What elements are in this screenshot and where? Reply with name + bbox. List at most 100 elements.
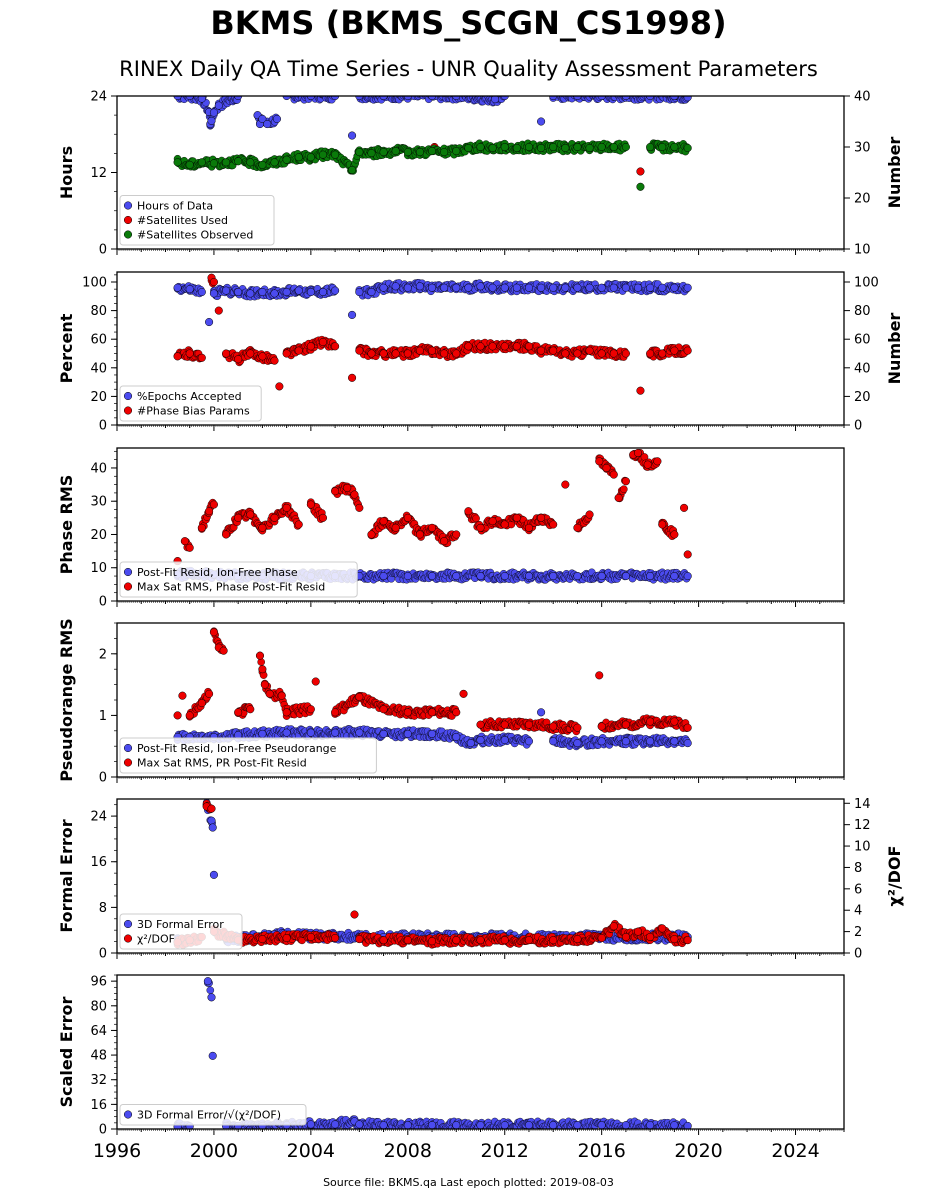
data-point — [646, 142, 655, 152]
data-point — [561, 143, 570, 153]
data-point — [294, 286, 303, 295]
data-point — [573, 283, 582, 292]
data-point — [205, 317, 214, 327]
chart-subtitle: RINEX Daily QA Time Series - UNR Quality… — [119, 57, 818, 81]
data-point — [246, 158, 255, 167]
data-point — [472, 514, 480, 523]
data-point — [662, 96, 667, 97]
data-point — [621, 572, 630, 581]
y-tick-label: 60 — [90, 333, 107, 348]
data-point — [537, 117, 546, 126]
data-point — [549, 346, 558, 355]
data-point — [653, 457, 662, 466]
plot-frame — [116, 271, 845, 426]
y2-tick-label: 20 — [854, 390, 871, 405]
data-point — [173, 352, 182, 361]
data-point — [379, 148, 388, 157]
data-point — [258, 523, 267, 532]
data-layer — [173, 273, 692, 395]
data-point — [658, 283, 667, 292]
y-tick-label: 1 — [99, 709, 107, 724]
data-point — [282, 96, 291, 101]
data-point — [367, 287, 376, 297]
data-point — [609, 283, 618, 292]
data-point — [557, 96, 561, 97]
data-point — [464, 143, 473, 153]
data-point — [549, 142, 558, 152]
data-point — [306, 287, 315, 297]
data-point — [620, 485, 628, 493]
y-tick-label: 20 — [90, 528, 107, 543]
data-point — [585, 510, 594, 519]
legend-marker — [123, 391, 133, 401]
data-layer — [173, 96, 692, 191]
data-point — [537, 513, 546, 522]
data-point — [512, 143, 521, 153]
data-point — [197, 287, 206, 297]
data-point — [209, 108, 218, 117]
data-point — [348, 165, 357, 174]
data-point — [318, 338, 328, 347]
data-point — [476, 342, 485, 351]
y2-tick-label: 0 — [854, 419, 862, 434]
data-point — [343, 483, 352, 492]
data-point — [331, 728, 340, 737]
data-point — [222, 349, 231, 358]
data-point — [488, 283, 497, 292]
data-point — [379, 349, 388, 358]
data-point — [214, 101, 223, 110]
data-point — [621, 349, 630, 358]
data-point — [391, 523, 400, 532]
data-point — [234, 287, 243, 297]
data-point — [646, 349, 655, 358]
data-point — [209, 500, 218, 509]
data-point — [415, 530, 424, 539]
data-point — [173, 96, 182, 101]
data-point — [585, 346, 594, 355]
data-point — [258, 352, 267, 361]
y-tick-label: 0 — [99, 595, 107, 610]
data-point — [670, 572, 679, 581]
y-tick-label: 0 — [99, 243, 107, 258]
y-tick-label: 80 — [90, 304, 107, 319]
data-point — [294, 346, 303, 355]
data-point — [348, 310, 357, 319]
data-point — [214, 306, 223, 315]
data-point — [331, 150, 340, 159]
data-point — [209, 289, 218, 298]
data-point — [367, 149, 376, 158]
data-point — [571, 96, 576, 97]
data-point — [680, 503, 689, 512]
data-point — [350, 490, 359, 499]
data-point — [452, 530, 461, 539]
data-point — [306, 153, 315, 162]
data-point — [621, 283, 630, 292]
data-point — [185, 96, 194, 101]
data-point — [391, 147, 400, 156]
y-tick-label: 10 — [90, 561, 107, 576]
data-point — [379, 96, 388, 101]
data-point — [650, 96, 652, 97]
legend-marker — [123, 567, 133, 577]
data-point — [403, 283, 412, 292]
data-point — [683, 572, 692, 581]
legend-marker — [123, 215, 133, 225]
data-point — [222, 158, 231, 167]
data-point — [423, 96, 425, 97]
data-point — [440, 283, 449, 292]
legend-label: Max Sat RMS, Phase Post-Fit Resid — [137, 581, 325, 594]
legend-box — [119, 195, 275, 246]
data-point — [614, 493, 623, 502]
panel-2: 0 20 40 60 80 100 0 20 40 60 80 100 Percent Number %Ep… — [57, 271, 904, 434]
data-point — [609, 470, 618, 479]
data-point — [476, 523, 485, 532]
data-layer — [173, 627, 692, 751]
data-point — [234, 355, 243, 364]
data-point — [294, 520, 303, 529]
data-point — [415, 346, 424, 355]
data-point — [512, 283, 521, 292]
data-point — [403, 148, 412, 157]
data-point — [403, 96, 412, 101]
legend-box — [119, 561, 358, 598]
